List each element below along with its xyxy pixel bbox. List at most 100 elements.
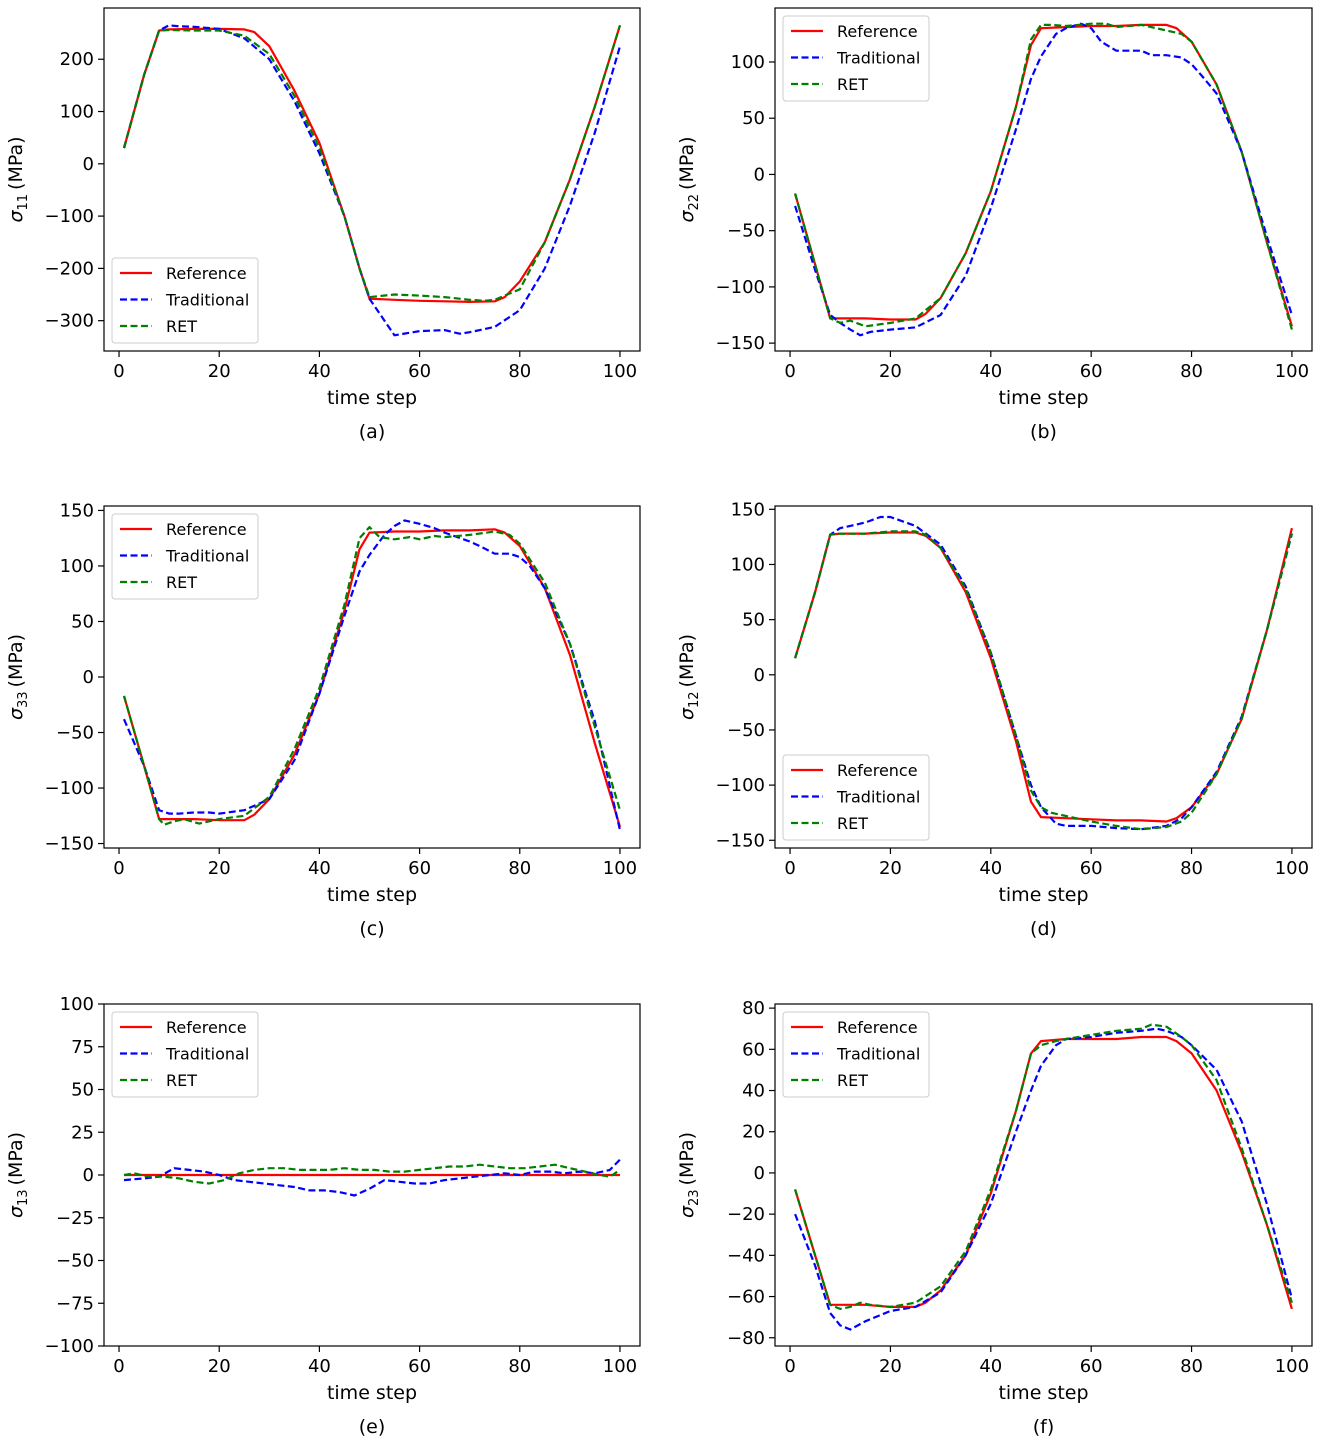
legend-label: RET <box>837 814 868 833</box>
y-axis-label: σ13 (MPa) <box>5 1132 31 1218</box>
series-group <box>123 1158 621 1197</box>
y-tick-label: 75 <box>71 1037 94 1058</box>
x-tick-label: 60 <box>408 1356 431 1377</box>
x-tick-label: 60 <box>408 361 431 382</box>
series-line-ret <box>122 24 622 302</box>
y-tick-label: 40 <box>742 1081 765 1102</box>
y-label-unit: (MPa) <box>5 634 27 687</box>
series-group <box>122 519 622 831</box>
y-tick-label: −40 <box>727 1245 765 1266</box>
panel-caption: (e) <box>359 1416 386 1438</box>
axes-frame <box>774 7 1313 352</box>
y-label-symbol: σ <box>5 1205 27 1218</box>
y-tick-label: −50 <box>56 1251 94 1272</box>
y-tick-label: 0 <box>83 154 94 175</box>
series-line-reference <box>122 528 622 828</box>
x-tick-label: 80 <box>1180 361 1203 382</box>
x-tick-label: 100 <box>603 1356 637 1377</box>
x-tick-label: 20 <box>879 858 902 879</box>
x-tick-label: 80 <box>1180 858 1203 879</box>
y-tick-label: 200 <box>60 49 94 70</box>
legend: Reference Traditional RET <box>782 754 930 841</box>
chart-panel-f: 0 20 40 60 80 100 −80 −60 −40 −20 0 20 40 60 80 time st… <box>676 998 1313 1438</box>
y-tick-label: 50 <box>71 611 94 632</box>
y-tick-label: 0 <box>83 1165 94 1186</box>
x-axis-label: time step <box>998 1382 1088 1404</box>
y-label-unit: (MPa) <box>5 1132 27 1185</box>
legend-label: Reference <box>166 1018 247 1037</box>
y-axis-label: σ11 (MPa) <box>5 136 31 222</box>
x-tick-label: 60 <box>1080 361 1103 382</box>
axes-frame <box>103 7 641 352</box>
y-label-symbol: σ <box>5 210 27 223</box>
y-tick-label: −20 <box>727 1204 765 1225</box>
x-tick-label: 0 <box>784 1356 795 1377</box>
y-tick-label: 50 <box>71 1080 94 1101</box>
x-tick-label: 0 <box>113 361 124 382</box>
chart-panel-d: 0 20 40 60 80 100 −150 −100 −50 0 50 100 150 time ste… <box>676 499 1313 940</box>
y-tick-label: −100 <box>45 206 94 227</box>
y-axis-label: σ12 (MPa) <box>676 634 702 720</box>
x-axis-label: time step <box>327 387 417 409</box>
legend-label: Reference <box>837 22 918 41</box>
y-tick-label: 150 <box>60 500 94 521</box>
y-tick-label: 100 <box>60 556 94 577</box>
y-axis-label: σ22 (MPa) <box>676 136 702 222</box>
x-tick-label: 20 <box>879 1356 902 1377</box>
legend: Reference Traditional RET <box>111 1011 259 1098</box>
series-group <box>122 24 622 337</box>
legend-box <box>782 754 930 841</box>
y-tick-label: −50 <box>727 221 765 242</box>
x-axis-label: time step <box>327 884 417 906</box>
chart-panel-c: 0 20 40 60 80 100 −150 −100 −50 0 50 100 150 time ste… <box>5 500 641 940</box>
y-label-subscript: 22 <box>687 194 702 211</box>
legend-label: Traditional <box>836 1045 920 1064</box>
chart-panel-e: 0 20 40 60 80 100 −100 −75 −50 −25 0 25 50 75 100 time … <box>5 994 641 1438</box>
y-tick-label: −300 <box>45 311 94 332</box>
y-tick-label: −75 <box>56 1293 94 1314</box>
legend-box <box>782 15 930 102</box>
legend-label: Reference <box>166 520 247 539</box>
panel-caption: (d) <box>1030 918 1057 940</box>
y-tick-label: 0 <box>754 1163 765 1184</box>
y-tick-label: −100 <box>716 277 765 298</box>
y-label-unit: (MPa) <box>676 136 698 189</box>
legend-label: RET <box>166 317 197 336</box>
y-tick-label: −100 <box>45 1336 94 1357</box>
y-tick-label: 25 <box>71 1122 94 1143</box>
y-tick-label: −50 <box>56 723 94 744</box>
legend-label: Traditional <box>836 788 920 807</box>
y-label-unit: (MPa) <box>676 1132 698 1185</box>
x-tick-label: 100 <box>1275 1356 1309 1377</box>
y-label-symbol: σ <box>676 1205 698 1218</box>
series-line-traditional <box>123 1158 621 1197</box>
legend-label: Reference <box>837 761 918 780</box>
legend: Reference Traditional RET <box>111 513 259 600</box>
y-tick-label: −60 <box>727 1287 765 1308</box>
x-axis-label: time step <box>998 884 1088 906</box>
x-tick-label: 40 <box>308 361 331 382</box>
chart-panel-a: 0 20 40 60 80 100 −300 −200 −100 0 100 200 time step… <box>5 7 641 443</box>
legend-label: Traditional <box>165 547 249 566</box>
legend-box <box>111 257 259 344</box>
y-label-symbol: σ <box>676 707 698 720</box>
x-tick-label: 100 <box>603 858 637 879</box>
y-tick-label: 0 <box>754 164 765 185</box>
x-tick-label: 40 <box>308 1356 331 1377</box>
legend-label: RET <box>166 573 197 592</box>
y-axis-label: σ23 (MPa) <box>676 1132 702 1218</box>
legend-box <box>782 1011 930 1098</box>
y-tick-label: 80 <box>742 998 765 1019</box>
legend: Reference Traditional RET <box>782 15 930 102</box>
series-line-traditional <box>794 22 1293 337</box>
series-line-ret <box>794 22 1293 330</box>
y-label-unit: (MPa) <box>5 136 27 189</box>
y-axis-label: σ33 (MPa) <box>5 634 31 720</box>
x-tick-label: 80 <box>1180 1356 1203 1377</box>
x-tick-label: 40 <box>979 858 1002 879</box>
series-line-ret <box>794 1023 1293 1311</box>
y-tick-label: 100 <box>60 102 94 123</box>
legend-box <box>111 1011 259 1098</box>
y-tick-label: 100 <box>731 52 765 73</box>
y-tick-label: 50 <box>742 108 765 129</box>
